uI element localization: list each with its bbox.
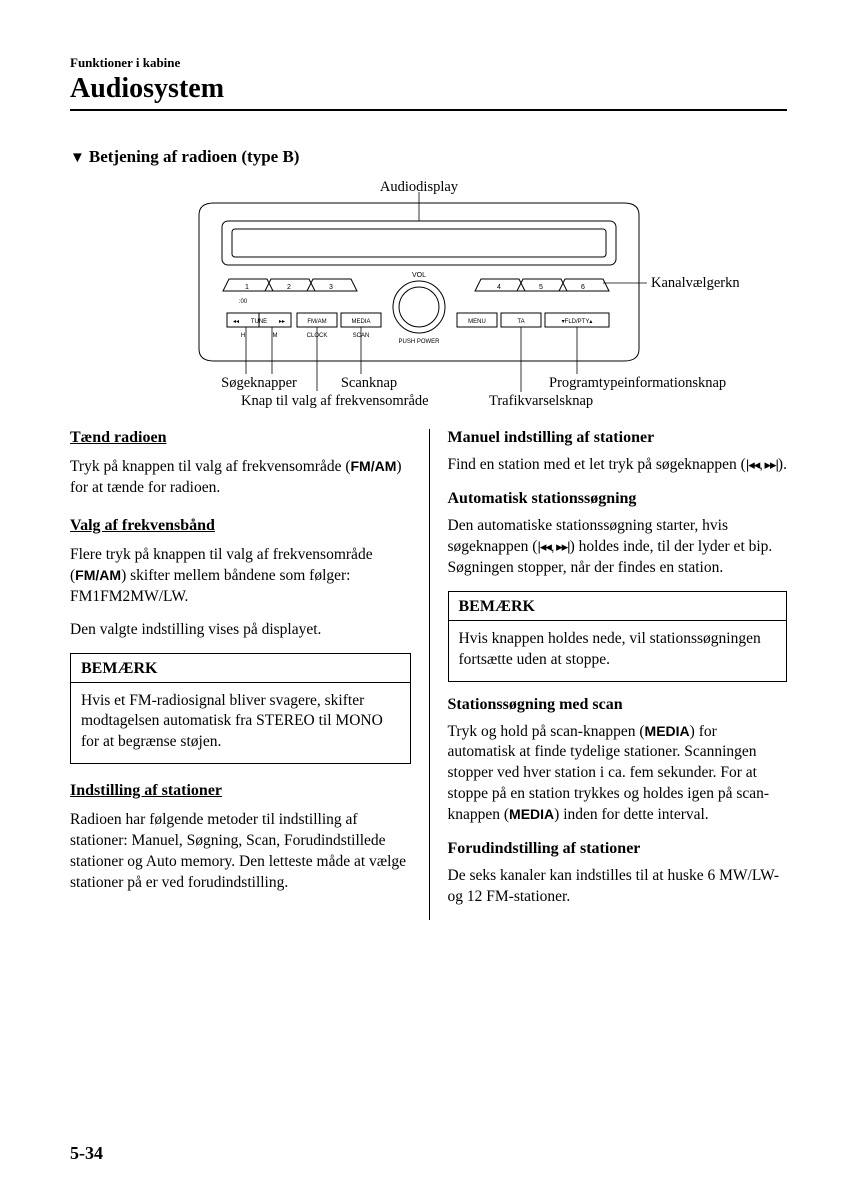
left-s2-head: Valg af frekvensbånd [70,517,411,535]
subheader-text: Betjening af radioen (type B) [89,147,300,166]
label-seek-buttons: Søgeknapper [221,375,297,391]
label-freq-band: Knap til valg af frekvensområde [241,393,429,409]
right-s3-head: Stationssøgning med scan [448,696,788,714]
btn-time: :00 [238,299,247,305]
btn-media: MEDIA [351,319,370,325]
text: Tryk og hold på scan-knappen ( [448,723,645,740]
page-number: 5-34 [70,1143,103,1164]
media-label: MEDIA [509,806,554,822]
right-s2-p1: Den automatiske stationssøgning starter,… [448,516,788,579]
right-note-box: BEMÆRK Hvis knappen holdes nede, vil sta… [448,591,788,682]
left-s3-head: Indstilling af stationer [70,782,411,800]
left-s3-p1: Radioen har følgende metoder til indstil… [70,810,411,894]
seek-icons: |◂◂, ▸▸| [746,457,778,472]
label-traffic: Trafikvarselsknap [489,393,593,409]
right-s1-p1: Find en station med et let tryk på søgek… [448,455,788,476]
btn-tune-r: ▸▸ [278,319,284,325]
section-subheader: ▼Betjening af radioen (type B) [70,147,787,167]
right-s3-p1: Tryk og hold på scan-knappen (MEDIA) for… [448,722,788,827]
btn-menu: MENU [468,319,486,325]
right-s4-head: Forudindstilling af stationer [448,840,788,858]
text: Tryk på knappen til valg af frekvensområ… [70,458,351,475]
btn-power: PUSH POWER [398,339,440,345]
left-s1-p1: Tryk på knappen til valg af frekvensområ… [70,457,411,499]
btn-4: 4 [497,284,501,291]
label-audiodisplay: Audiodisplay [379,179,458,195]
btn-m: M [272,333,277,339]
left-note-box: BEMÆRK Hvis et FM-radiosignal bliver sva… [70,653,411,765]
left-s1-head: Tænd radioen [70,429,411,447]
radio-svg: 1 2 3 4 5 6 VOL PUSH POWER :00 ◂◂ TUNE ▸… [119,179,739,411]
fmam-label: FM/AM [351,458,397,474]
page-header: Funktioner i kabine Audiosystem [70,55,787,111]
header-small: Funktioner i kabine [70,55,787,71]
btn-vol: VOL [411,272,425,279]
btn-3: 3 [329,284,333,291]
btn-fmam: FM/AM [307,319,326,325]
right-s1-head: Manuel indstilling af stationer [448,429,788,447]
right-column: Manuel indstilling af stationer Find en … [429,429,788,920]
media-label: MEDIA [645,723,690,739]
header-rule [70,109,787,111]
left-column: Tænd radioen Tryk på knappen til valg af… [70,429,429,920]
seek-icons: |◂◂, ▸▸| [537,539,569,554]
btn-tune: TUNE [250,319,266,325]
left-s2-p2: Den valgte indstilling vises på displaye… [70,620,411,641]
header-large: Audiosystem [70,73,787,105]
note-body: Hvis et FM-radiosignal bliver svagere, s… [71,683,410,764]
fmam-label: FM/AM [75,567,121,583]
note-title: BEMÆRK [71,654,410,683]
left-s2-p1: Flere tryk på knappen til valg af frekve… [70,545,411,608]
btn-2: 2 [287,284,291,291]
btn-h: H [240,333,244,339]
label-scan-button: Scanknap [340,375,396,391]
radio-diagram: 1 2 3 4 5 6 VOL PUSH POWER :00 ◂◂ TUNE ▸… [70,179,787,411]
btn-ta: TA [517,319,524,325]
text: ). [778,456,787,473]
note-title: BEMÆRK [449,592,787,621]
btn-5: 5 [539,284,543,291]
btn-tune-l: ◂◂ [232,319,238,325]
btn-6: 6 [581,284,585,291]
text: Find en station med et let tryk på søgek… [448,456,746,473]
btn-1: 1 [245,284,249,291]
right-s4-p1: De seks kanaler kan indstilles til at hu… [448,866,788,908]
right-s2-head: Automatisk stationssøgning [448,490,788,508]
text: ) inden for dette interval. [554,806,709,823]
content-columns: Tænd radioen Tryk på knappen til valg af… [70,429,787,920]
triangle-icon: ▼ [70,150,85,166]
note-body: Hvis knappen holdes nede, vil stationssø… [449,621,787,681]
label-channel-buttons: Kanalvælgerknapper [651,275,739,291]
label-pty: Programtypeinformationsknap [549,375,726,391]
btn-fldpty: ▾FLD/PTY▴ [561,319,592,325]
